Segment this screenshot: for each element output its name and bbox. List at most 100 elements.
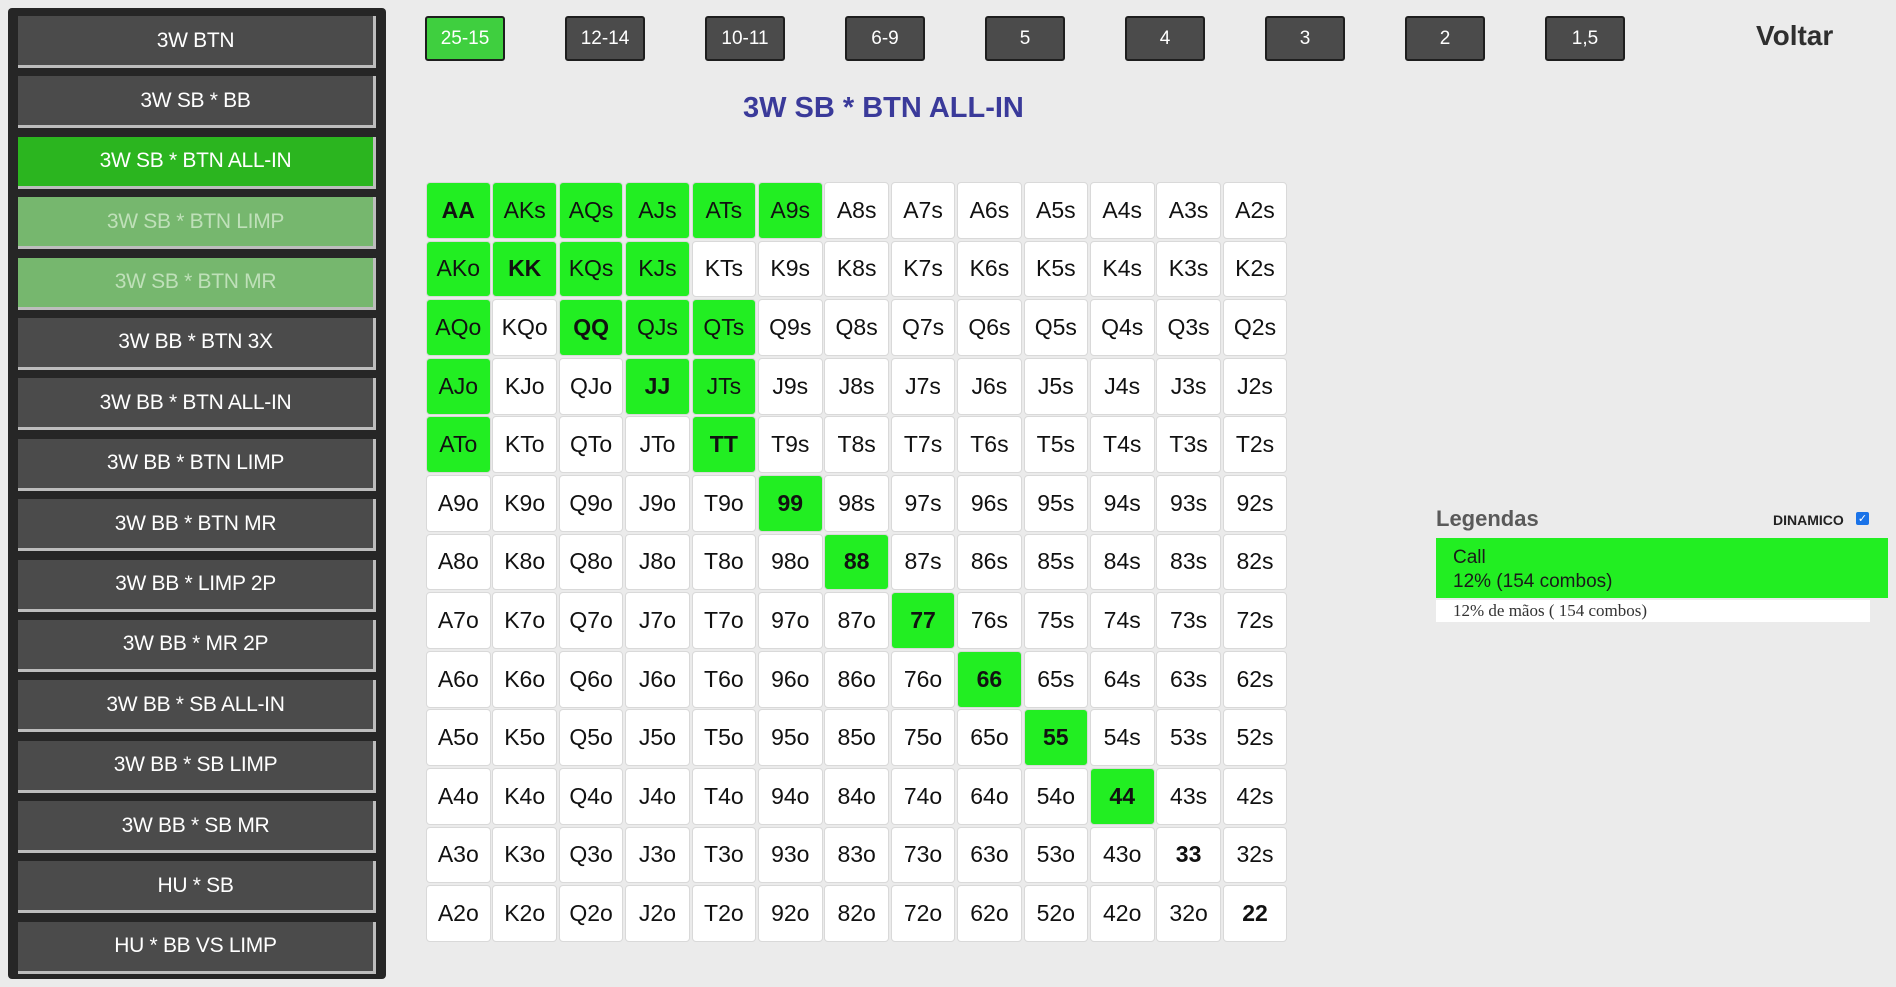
sidebar-item[interactable]: HU * BB VS LIMP (18, 921, 376, 974)
range-button[interactable]: 5 (985, 16, 1065, 61)
hand-cell[interactable]: T5o (691, 709, 757, 767)
hand-cell[interactable]: Q3s (1156, 299, 1221, 356)
hand-cell[interactable]: 43o (1089, 826, 1155, 884)
hand-cell[interactable]: 22 (1222, 885, 1288, 942)
hand-cell[interactable]: 84s (1089, 533, 1155, 591)
hand-cell[interactable]: A5o (426, 709, 491, 767)
hand-cell[interactable]: 75o (890, 709, 956, 767)
hand-cell[interactable]: A9o (426, 474, 491, 532)
hand-cell[interactable]: 95o (757, 709, 823, 767)
sidebar-item[interactable]: 3W SB * BTN ALL-IN (18, 136, 376, 189)
hand-cell[interactable]: AKo (426, 240, 491, 298)
hand-cell[interactable]: 98s (824, 474, 889, 532)
hand-cell[interactable]: 85o (824, 709, 889, 767)
hand-cell[interactable]: 73s (1156, 592, 1221, 649)
hand-cell[interactable]: A8s (824, 182, 889, 239)
hand-cell[interactable]: K7o (492, 592, 557, 649)
hand-cell[interactable]: T7s (890, 416, 956, 474)
hand-cell[interactable]: J3s (1156, 357, 1221, 415)
hand-cell[interactable]: Q7o (558, 592, 624, 649)
hand-cell[interactable]: 88 (824, 533, 889, 591)
hand-cell[interactable]: K8o (492, 533, 557, 591)
hand-cell[interactable]: T3s (1156, 416, 1221, 474)
hand-cell[interactable]: Q8o (558, 533, 624, 591)
hand-cell[interactable]: K5o (492, 709, 557, 767)
hand-cell[interactable]: Q6o (558, 650, 624, 708)
hand-cell[interactable]: 94s (1089, 474, 1155, 532)
hand-cell[interactable]: J8s (824, 357, 889, 415)
hand-cell[interactable]: 54s (1089, 709, 1155, 767)
hand-cell[interactable]: Q9s (757, 299, 823, 356)
hand-cell[interactable]: 42s (1222, 767, 1288, 825)
hand-cell[interactable]: A6s (957, 182, 1022, 239)
hand-cell[interactable]: KTs (691, 240, 757, 298)
hand-cell[interactable]: J9s (757, 357, 823, 415)
hand-cell[interactable]: J5s (1023, 357, 1089, 415)
hand-cell[interactable]: 42o (1089, 885, 1155, 942)
hand-cell[interactable]: 74s (1089, 592, 1155, 649)
hand-cell[interactable]: A7o (426, 592, 491, 649)
hand-cell[interactable]: 86o (824, 650, 889, 708)
hand-cell[interactable]: 53s (1156, 709, 1221, 767)
hand-cell[interactable]: K9s (757, 240, 823, 298)
sidebar-item[interactable]: 3W BB * BTN MR (18, 499, 376, 552)
hand-cell[interactable]: 55 (1023, 709, 1089, 767)
back-link[interactable]: Voltar (1756, 20, 1834, 51)
hand-cell[interactable]: 44 (1089, 767, 1155, 825)
hand-cell[interactable]: KJo (492, 357, 557, 415)
hand-cell[interactable]: 65s (1023, 650, 1089, 708)
hand-cell[interactable]: 33 (1156, 826, 1221, 884)
hand-cell[interactable]: Q6s (957, 299, 1022, 356)
hand-cell[interactable]: 75s (1023, 592, 1089, 649)
range-button[interactable]: 3 (1265, 16, 1345, 61)
dynamic-checkbox[interactable]: ✓ (1856, 512, 1869, 525)
hand-cell[interactable]: AJo (426, 357, 491, 415)
hand-cell[interactable]: 83o (824, 826, 889, 884)
hand-cell[interactable]: A3o (426, 826, 491, 884)
hand-cell[interactable]: Q4o (558, 767, 624, 825)
hand-cell[interactable]: K6s (957, 240, 1022, 298)
hand-cell[interactable]: T5s (1023, 416, 1089, 474)
hand-cell[interactable]: 74o (890, 767, 956, 825)
range-button[interactable]: 12-14 (565, 16, 645, 61)
hand-cell[interactable]: J2o (625, 885, 690, 942)
hand-cell[interactable]: A2o (426, 885, 491, 942)
hand-cell[interactable]: T6s (957, 416, 1022, 474)
hand-cell[interactable]: 98o (757, 533, 823, 591)
hand-cell[interactable]: ATo (426, 416, 491, 474)
hand-cell[interactable]: QQ (558, 299, 624, 356)
hand-cell[interactable]: 87o (824, 592, 889, 649)
hand-cell[interactable]: K2o (492, 885, 557, 942)
sidebar-item[interactable]: 3W BTN (18, 16, 376, 68)
hand-cell[interactable]: K9o (492, 474, 557, 532)
range-button[interactable]: 2 (1405, 16, 1485, 61)
hand-cell[interactable]: AA (426, 182, 491, 239)
hand-cell[interactable]: A4s (1089, 182, 1155, 239)
hand-cell[interactable]: QTs (691, 299, 757, 356)
range-button[interactable]: 25-15 (425, 16, 505, 61)
hand-cell[interactable]: 52s (1222, 709, 1288, 767)
sidebar-item[interactable]: 3W SB * BTN MR (18, 257, 376, 310)
hand-cell[interactable]: 95s (1023, 474, 1089, 532)
hand-cell[interactable]: AQo (426, 299, 491, 356)
hand-cell[interactable]: T4o (691, 767, 757, 825)
hand-cell[interactable]: 62o (957, 885, 1022, 942)
hand-cell[interactable]: 53o (1023, 826, 1089, 884)
hand-cell[interactable]: J9o (625, 474, 690, 532)
hand-cell[interactable]: K2s (1222, 240, 1288, 298)
sidebar-item[interactable]: 3W BB * BTN ALL-IN (18, 378, 376, 431)
hand-cell[interactable]: TT (691, 416, 757, 474)
sidebar-item[interactable]: 3W BB * SB MR (18, 801, 376, 854)
hand-cell[interactable]: 86s (957, 533, 1022, 591)
range-button[interactable]: 1,5 (1545, 16, 1625, 61)
hand-cell[interactable]: A4o (426, 767, 491, 825)
hand-cell[interactable]: JJ (625, 357, 690, 415)
hand-cell[interactable]: 87s (890, 533, 956, 591)
hand-cell[interactable]: QJs (625, 299, 690, 356)
hand-cell[interactable]: J6s (957, 357, 1022, 415)
hand-cell[interactable]: 76s (957, 592, 1022, 649)
range-button[interactable]: 4 (1125, 16, 1205, 61)
hand-cell[interactable]: K6o (492, 650, 557, 708)
hand-cell[interactable]: KQs (558, 240, 624, 298)
sidebar-item[interactable]: 3W SB * BTN LIMP (18, 197, 376, 250)
